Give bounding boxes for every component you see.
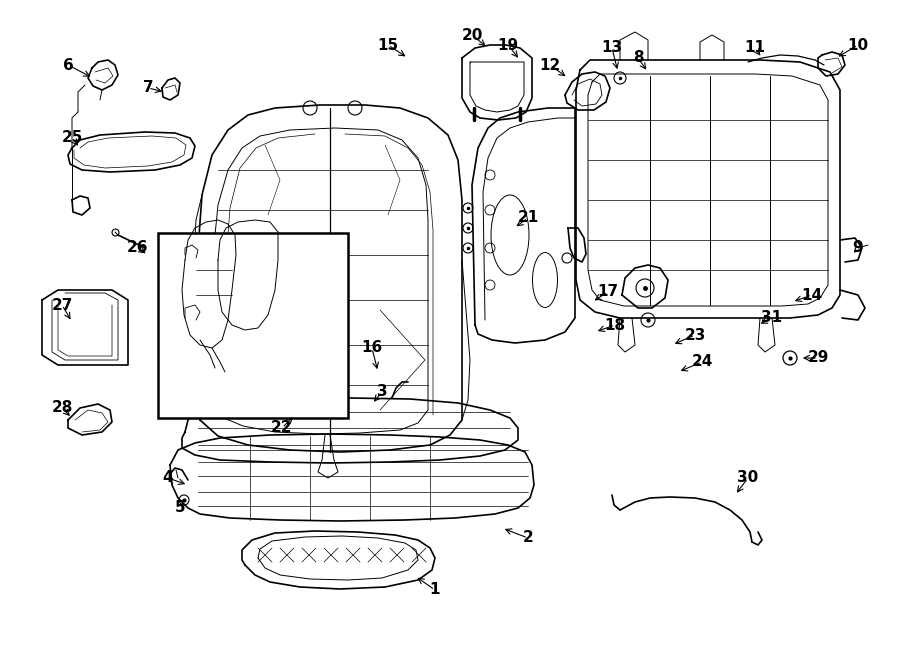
- Text: 26: 26: [127, 241, 148, 256]
- Text: 17: 17: [598, 284, 618, 299]
- Text: 13: 13: [601, 40, 623, 56]
- Text: 28: 28: [51, 401, 73, 416]
- Text: 7: 7: [143, 81, 153, 95]
- Text: 22: 22: [271, 420, 292, 436]
- Text: 12: 12: [539, 58, 561, 73]
- Text: 4: 4: [163, 471, 174, 485]
- Text: 15: 15: [377, 38, 399, 52]
- Text: 11: 11: [744, 40, 766, 56]
- Text: 27: 27: [51, 297, 73, 313]
- Text: 14: 14: [801, 288, 823, 303]
- Text: 23: 23: [684, 327, 706, 342]
- Text: 18: 18: [605, 317, 626, 332]
- Text: 8: 8: [633, 50, 643, 65]
- Text: 25: 25: [61, 130, 83, 145]
- Text: 16: 16: [362, 340, 382, 356]
- Text: 19: 19: [498, 38, 518, 52]
- Text: 20: 20: [462, 28, 482, 42]
- Text: 24: 24: [691, 354, 713, 369]
- Text: 31: 31: [761, 311, 783, 325]
- Bar: [158, 233, 348, 418]
- Text: 5: 5: [175, 500, 185, 516]
- Text: 2: 2: [523, 531, 534, 545]
- Text: 9: 9: [852, 241, 863, 256]
- Text: 30: 30: [737, 471, 759, 485]
- Text: 1: 1: [430, 582, 440, 598]
- Text: 29: 29: [807, 350, 829, 366]
- Text: 3: 3: [377, 385, 387, 399]
- Text: 21: 21: [518, 210, 538, 225]
- Text: 10: 10: [848, 38, 868, 52]
- Text: 6: 6: [63, 58, 74, 73]
